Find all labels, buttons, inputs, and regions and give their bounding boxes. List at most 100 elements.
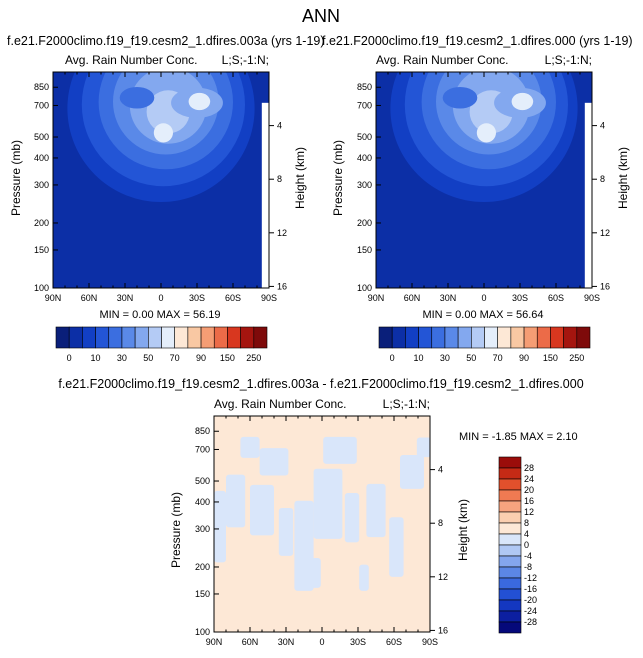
x-tick-label: 90S [261,293,277,303]
panel3-stats: MIN = -1.85 MAX = 2.10 [459,431,578,443]
y-tick-label: 850 [34,82,49,92]
colorbar-label: 10 [414,353,424,363]
x-tick-label: 90S [584,293,600,303]
colorbar-label: 250 [569,353,584,363]
colorbar-swatch [418,326,433,349]
colorbar-swatch [405,326,419,349]
panel2-y2label: Height (km) [616,147,630,209]
x-tick-label: 30S [350,637,366,647]
panel3-plot: 90N 60N 30N 0 30S 60S 90S 100 150 200 300 400 500 700… [195,415,448,647]
colorbar-swatch [576,326,591,349]
plot-field [376,72,592,288]
colorbar-swatch [444,326,459,349]
panel3-run-title: f.e21.F2000climo.f19_f19.cesm2_1.dfires.… [58,377,583,391]
panel1-plot: 90N 60N 30N 0 30S 60S 90S 100 150 200 300 400 500 700… [34,71,287,303]
y-tick-label: 150 [195,589,210,599]
colorbar-swatch [457,326,472,349]
colorbar-swatch [161,326,175,349]
colorbar-label: -12 [524,573,537,583]
y-tick-label: 200 [195,562,210,572]
anomaly-region [294,500,314,591]
colorbar-label: -24 [524,606,537,616]
x-tick-label: 30S [189,293,205,303]
colorbar-label: 30 [440,353,450,363]
colorbar-swatch [174,326,189,349]
colorbar-label: 24 [524,474,534,484]
contour-level-region [511,92,534,111]
colorbar-swatch [148,326,162,349]
y-tick-label: 500 [34,132,49,142]
colorbar-label: 0 [390,353,395,363]
x-tick-label: 0 [319,637,324,647]
y-tick-label: 400 [357,153,372,163]
y-tick-label: 100 [195,627,210,637]
y2-tick-label: 12 [277,228,287,238]
colorbar-swatch [497,326,512,349]
colorbar-label: 70 [170,353,180,363]
panel3-y2label: Height (km) [456,499,470,561]
y-tick-label: 500 [195,476,210,486]
topography-mask [261,102,269,288]
x-tick-label: 30N [440,293,457,303]
y-tick-label: 850 [195,426,210,436]
colorbar-swatch [498,588,522,601]
colorbar-swatch [550,326,564,349]
colorbar-label: -20 [524,595,537,605]
y2-tick-label: 4 [600,121,605,131]
y-tick-label: 200 [34,218,49,228]
y2-tick-label: 12 [600,228,610,238]
anomaly-region [416,437,430,458]
colorbar-swatch [55,326,70,349]
colorbar-label: 150 [220,353,235,363]
y2-tick-label: 8 [438,518,443,528]
colorbar-label: -8 [524,562,532,572]
anomaly-region [389,517,404,577]
colorbar-swatch [563,326,578,349]
panel2-corner-label: L;S;-1:N; [545,53,592,67]
colorbar-swatch [82,326,96,349]
colorbar-swatch [498,599,522,612]
plot-field [214,416,430,632]
x-tick-label: 90N [206,637,223,647]
colorbar-label: 0 [524,540,529,550]
colorbar-swatch [121,326,136,349]
colorbar-label: 10 [91,353,101,363]
colorbar-swatch [498,577,522,590]
panel2-ylabel: Pressure (mb) [331,140,345,216]
panel1-stats: MIN = 0.00 MAX = 56.19 [99,309,220,321]
colorbar-label: 30 [117,353,127,363]
colorbar-swatch [498,478,522,491]
colorbar-label: 50 [143,353,153,363]
panel3-var-name: Avg. Rain Number Conc. [214,397,347,411]
panel2-stats: MIN = 0.00 MAX = 56.64 [422,309,543,321]
colorbar-label: 12 [524,507,534,517]
x-tick-label: 0 [481,293,486,303]
anomaly-region [313,468,343,539]
panel1-corner-label: L;S;-1:N; [222,53,269,67]
colorbar-swatch [523,326,538,349]
y2-tick-label: 16 [600,281,610,291]
y-tick-label: 300 [195,524,210,534]
x-tick-label: 90N [45,293,62,303]
topography-mask [584,102,592,288]
colorbar-swatch [213,326,228,349]
anomaly-region [278,508,294,556]
anomaly-region [240,436,260,458]
x-tick-label: 30S [512,293,528,303]
colorbar-swatch [68,326,83,349]
y2-tick-label: 16 [438,625,448,635]
anomaly-region [366,483,386,538]
colorbar-swatch [498,489,522,502]
panel1-colorbar: 0 10 30 50 70 90 150 250 [55,326,268,363]
colorbar-swatch [253,326,268,349]
colorbar-label: -28 [524,617,537,627]
colorbar-label: 50 [466,353,476,363]
anomaly-region [214,490,226,563]
x-tick-label: 30N [117,293,134,303]
anomaly-region [250,484,274,536]
colorbar-label: -4 [524,551,532,561]
colorbar-label: 250 [246,353,261,363]
anomaly-region [259,448,289,476]
